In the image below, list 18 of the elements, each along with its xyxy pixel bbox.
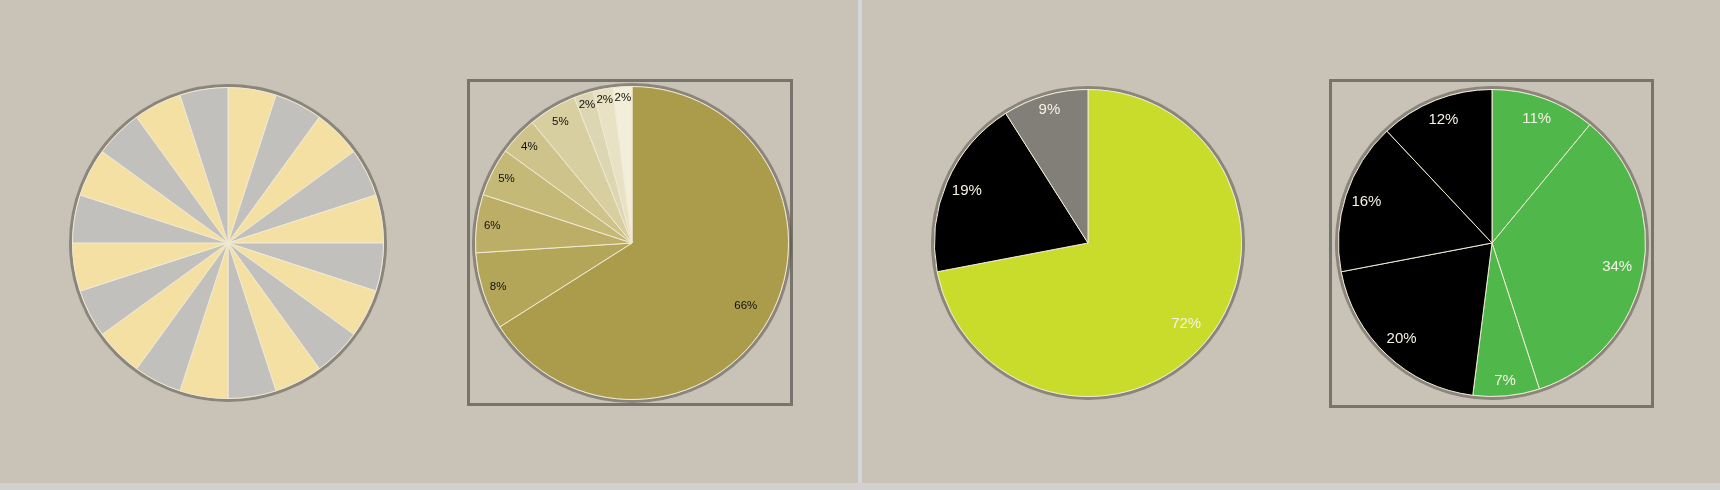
- data-label: 9%: [1038, 100, 1061, 118]
- data-label: 72%: [1171, 314, 1202, 332]
- data-label: 20%: [1386, 329, 1417, 347]
- data-label: 66%: [734, 298, 758, 311]
- data-label: 6%: [483, 218, 501, 231]
- data-label: 2%: [596, 93, 614, 106]
- data-label: 16%: [1351, 192, 1382, 210]
- data-label: 34%: [1602, 257, 1633, 275]
- data-label: 19%: [951, 180, 982, 198]
- data-label: 4%: [521, 139, 538, 152]
- data-label: 11%: [1522, 108, 1552, 126]
- data-label: 7%: [1494, 370, 1516, 388]
- data-label: 8%: [489, 279, 507, 292]
- data-label: 12%: [1428, 110, 1459, 128]
- data-label: 5%: [498, 172, 515, 185]
- data-label: 2%: [578, 97, 596, 110]
- data-label: 5%: [551, 114, 569, 127]
- data-label: 2%: [614, 90, 632, 103]
